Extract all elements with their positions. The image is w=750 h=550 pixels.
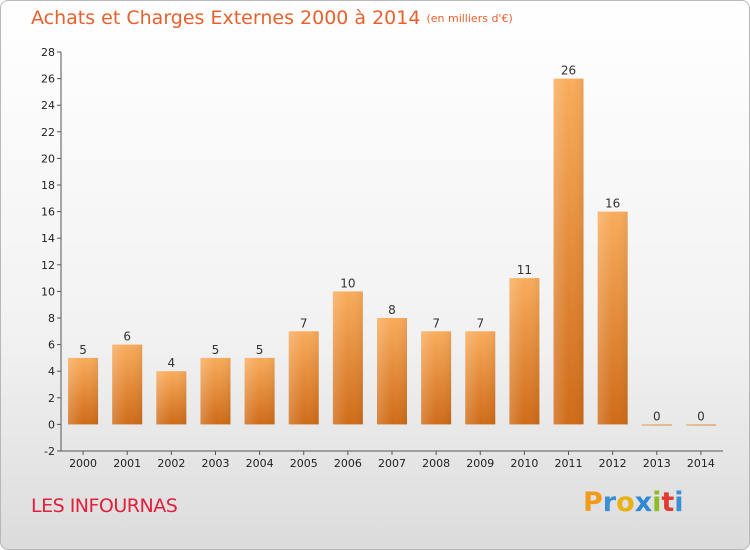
logo-letter: x bbox=[634, 487, 653, 518]
y-tick-label: 24 bbox=[41, 99, 55, 112]
data-label: 7 bbox=[476, 316, 484, 330]
y-tick-label: 28 bbox=[41, 46, 55, 59]
y-tick-label: 8 bbox=[48, 312, 55, 325]
bar-shade bbox=[641, 424, 672, 426]
x-tick-label: 2009 bbox=[466, 457, 494, 470]
x-tick-label: 2005 bbox=[290, 457, 318, 470]
bar-shade bbox=[377, 318, 407, 425]
data-label: 0 bbox=[653, 409, 661, 423]
logo-letter: i bbox=[674, 487, 684, 518]
place-name: LES INFOURNAS bbox=[31, 495, 178, 517]
bar-shade bbox=[509, 278, 540, 425]
bar-shade bbox=[200, 357, 231, 425]
y-tick-label: 26 bbox=[41, 73, 55, 86]
bar-shade bbox=[244, 357, 275, 425]
data-label: 7 bbox=[300, 316, 308, 330]
data-label: 11 bbox=[517, 263, 532, 277]
x-tick-label: 2011 bbox=[555, 457, 583, 470]
x-tick-label: 2007 bbox=[378, 457, 406, 470]
x-tick-label: 2001 bbox=[113, 457, 141, 470]
data-label: 0 bbox=[697, 409, 705, 423]
y-tick-label: 6 bbox=[48, 339, 55, 352]
logo-letter: o bbox=[616, 487, 635, 518]
bars bbox=[68, 78, 716, 426]
data-label: 5 bbox=[212, 343, 220, 357]
data-label: 5 bbox=[256, 343, 264, 357]
bar-shade bbox=[421, 331, 452, 425]
y-tick-label: 4 bbox=[48, 365, 55, 378]
x-tick-label: 2008 bbox=[422, 457, 450, 470]
x-tick-label: 2014 bbox=[687, 457, 715, 470]
x-tick-label: 2000 bbox=[69, 457, 97, 470]
y-tick-label: 14 bbox=[41, 232, 55, 245]
logo-letter: r bbox=[602, 487, 617, 518]
x-tick-label: 2004 bbox=[246, 457, 274, 470]
logo-letter: P bbox=[583, 487, 603, 518]
x-tick-label: 2003 bbox=[201, 457, 229, 470]
value-labels: 5 6 4 5 5 7 10 8 7 7 11 26 16 0 0 bbox=[79, 64, 705, 424]
x-tick-label: 2006 bbox=[334, 457, 362, 470]
bar-shade bbox=[685, 424, 716, 426]
y-tick-label: 0 bbox=[48, 418, 55, 431]
data-label: 7 bbox=[432, 316, 440, 330]
data-label: 5 bbox=[79, 343, 87, 357]
proxiti-logo[interactable]: Proxiti bbox=[583, 487, 684, 518]
y-tick-label: 18 bbox=[41, 179, 55, 192]
x-tick-label: 2013 bbox=[643, 457, 671, 470]
data-label: 26 bbox=[561, 64, 576, 78]
data-label: 6 bbox=[123, 330, 131, 344]
logo-letter: i bbox=[652, 487, 662, 518]
data-label: 8 bbox=[388, 303, 396, 317]
bar-shade bbox=[112, 344, 143, 425]
y-tick-label: 2 bbox=[48, 392, 55, 405]
logo-letter: t bbox=[661, 487, 675, 518]
bar-shade bbox=[465, 331, 496, 425]
bar-shade bbox=[332, 291, 363, 425]
y-tick-label: 20 bbox=[41, 152, 55, 165]
y-tick-label: 10 bbox=[41, 285, 55, 298]
y-tick-label: 16 bbox=[41, 206, 55, 219]
y-tick-label: -2 bbox=[44, 445, 55, 458]
data-label: 4 bbox=[168, 356, 176, 370]
x-tick-label: 2012 bbox=[599, 457, 627, 470]
y-tick-label: 22 bbox=[41, 126, 55, 139]
bar-shade bbox=[553, 78, 584, 425]
chart-title-text: Achats et Charges Externes 2000 à 2014 bbox=[31, 7, 421, 29]
y-tick-label: 12 bbox=[41, 259, 55, 272]
bar-shade bbox=[68, 357, 99, 425]
bar-shade bbox=[597, 211, 628, 425]
x-tick-label: 2002 bbox=[157, 457, 185, 470]
data-label: 10 bbox=[340, 276, 355, 290]
bar-shade bbox=[156, 371, 187, 425]
bar-shade bbox=[288, 331, 319, 425]
chart-subtitle: (en milliers d'€) bbox=[426, 12, 513, 25]
data-label: 16 bbox=[605, 197, 620, 211]
chart-title: Achats et Charges Externes 2000 à 2014 (e… bbox=[31, 7, 513, 29]
x-tick-label: 2010 bbox=[510, 457, 538, 470]
